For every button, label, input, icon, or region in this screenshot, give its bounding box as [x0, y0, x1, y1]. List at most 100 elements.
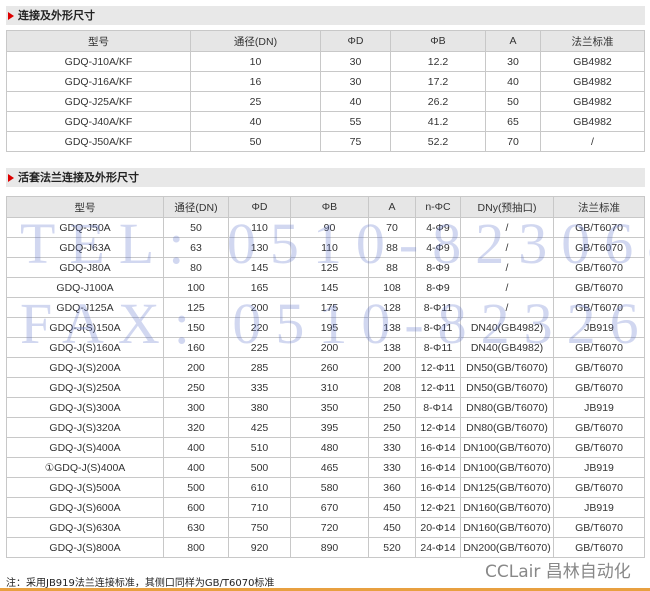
table-cell: 30: [485, 51, 541, 72]
connection-dimensions-table: 型号 通径(DN) ΦD ΦB A 法兰标准 GDQ-J10A/KF 10 30 12.2 30 GB…: [6, 30, 645, 152]
table-cell: 110: [290, 237, 369, 258]
table-cell: 310: [290, 377, 369, 398]
table-row: GDQ-J50A 50 110 90 70 4-Φ9/GB/T6070: [6, 217, 645, 238]
table-row: GDQ-J125A 125 200 175 128 8-Φ11/GB/T6070: [6, 297, 645, 318]
table-cell: 88: [368, 237, 416, 258]
table-cell: 450: [368, 497, 416, 518]
table-row: GDQ-J(S)150A 150 220 195 138 8-Φ11 DN40(GB4982…: [6, 317, 645, 338]
table-cell: 90: [290, 217, 369, 238]
table-cell: 110: [228, 217, 291, 238]
table-cell: 8-Φ11: [415, 337, 461, 358]
table-cell: DN40(GB4982): [460, 317, 554, 338]
table-cell: 610: [228, 477, 291, 498]
table-cell: 920: [228, 537, 291, 558]
table-cell: 500: [163, 477, 229, 498]
table-cell: 285: [228, 357, 291, 378]
table-cell: GDQ-J50A: [6, 217, 164, 238]
table-row: GDQ-J80A 80 145 125 88 8-Φ9/GB/T6070: [6, 257, 645, 278]
table-cell: 16: [190, 71, 321, 92]
column-header: 通径(DN): [163, 196, 229, 218]
table-cell: 200: [368, 357, 416, 378]
table-cell: GDQ-J80A: [6, 257, 164, 278]
table-cell: 88: [368, 257, 416, 278]
table-cell: 260: [290, 357, 369, 378]
table-cell: 16-Φ14: [415, 437, 461, 458]
table-row: GDQ-J(S)300A 300 380 350 250 8-Φ14 DN80(GB/T60…: [6, 397, 645, 418]
table-cell: GDQ-J(S)200A: [6, 357, 164, 378]
table-cell: GDQ-J10A/KF: [6, 51, 191, 72]
table-cell: DN50(GB/T6070): [460, 357, 554, 378]
table-cell: /: [460, 217, 554, 238]
table-cell: GDQ-J40A/KF: [6, 111, 191, 132]
column-header: DNy(预抽口): [460, 196, 554, 218]
table-cell: 395: [290, 417, 369, 438]
table-cell: GB4982: [540, 51, 645, 72]
table-cell: GB4982: [540, 111, 645, 132]
table-cell: 510: [228, 437, 291, 458]
table-cell: 400: [163, 437, 229, 458]
table-row: GDQ-J(S)600A 600 710 670 450 12-Φ21 DN160(GB/T…: [6, 497, 645, 518]
table-cell: 8-Φ11: [415, 297, 461, 318]
table-cell: GB4982: [540, 71, 645, 92]
section-title: 连接及外形尺寸: [18, 9, 95, 22]
table-row: GDQ-J40A/KF 40 55 41.2 65 GB4982: [6, 111, 645, 132]
divider: [0, 588, 650, 591]
table-cell: GB4982: [540, 91, 645, 112]
table-cell: /: [540, 131, 645, 152]
table-cell: 108: [368, 277, 416, 298]
table-cell: 40: [485, 71, 541, 92]
table-cell: 4-Φ9: [415, 217, 461, 238]
table-cell: 145: [228, 257, 291, 278]
column-header: 法兰标准: [553, 196, 645, 218]
table-cell: 195: [290, 317, 369, 338]
table-cell: 750: [228, 517, 291, 538]
table-cell: 580: [290, 477, 369, 498]
table-cell: GDQ-J100A: [6, 277, 164, 298]
table-cell: 125: [290, 257, 369, 278]
table-row: GDQ-J(S)500A 500 610 580 360 16-Φ14 DN125(GB/T…: [6, 477, 645, 498]
table-cell: 520: [368, 537, 416, 558]
table-cell: GDQ-J(S)800A: [6, 537, 164, 558]
table-row: GDQ-J10A/KF 10 30 12.2 30 GB4982: [6, 51, 645, 72]
table-cell: 360: [368, 477, 416, 498]
section-title: 活套法兰连接及外形尺寸: [18, 171, 139, 184]
table-row: GDQ-J25A/KF 25 40 26.2 50 GB4982: [6, 91, 645, 112]
table-cell: 20-Φ14: [415, 517, 461, 538]
table-cell: 30: [320, 71, 391, 92]
table-row: ①GDQ-J(S)400A 400 500 465 330 16-Φ14 DN100(GB/…: [6, 457, 645, 478]
table-cell: DN80(GB/T6070): [460, 417, 554, 438]
table-cell: GB/T6070: [553, 237, 645, 258]
section-header-flange: 活套法兰连接及外形尺寸: [6, 168, 645, 187]
table-cell: 65: [485, 111, 541, 132]
table-cell: 125: [163, 297, 229, 318]
table-cell: 70: [368, 217, 416, 238]
table-cell: 8-Φ11: [415, 317, 461, 338]
table-cell: DN125(GB/T6070): [460, 477, 554, 498]
table-cell: 12-Φ11: [415, 377, 461, 398]
table-cell: 12-Φ21: [415, 497, 461, 518]
table-cell: 138: [368, 337, 416, 358]
table-cell: 150: [163, 317, 229, 338]
table-cell: 40: [190, 111, 321, 132]
table-cell: GB/T6070: [553, 377, 645, 398]
table-cell: 41.2: [390, 111, 486, 132]
table-cell: 500: [228, 457, 291, 478]
column-header: 通径(DN): [190, 30, 321, 52]
table-cell: 75: [320, 131, 391, 152]
table-cell: GDQ-J(S)400A: [6, 437, 164, 458]
table-cell: 208: [368, 377, 416, 398]
table-cell: GDQ-J63A: [6, 237, 164, 258]
table-cell: 200: [228, 297, 291, 318]
table-cell: DN200(GB/T6070): [460, 537, 554, 558]
column-header: ΦD: [320, 30, 391, 52]
table-cell: 30: [320, 51, 391, 72]
column-header: 型号: [6, 30, 191, 52]
table-cell: 600: [163, 497, 229, 518]
table-cell: 630: [163, 517, 229, 538]
table-cell: 8-Φ9: [415, 277, 461, 298]
table-row: GDQ-J(S)800A 800 920 890 520 24-Φ14 DN200(GB/T…: [6, 537, 645, 558]
column-header: ΦB: [390, 30, 486, 52]
table-cell: GB/T6070: [553, 357, 645, 378]
table-cell: /: [460, 277, 554, 298]
table-cell: GDQ-J(S)150A: [6, 317, 164, 338]
